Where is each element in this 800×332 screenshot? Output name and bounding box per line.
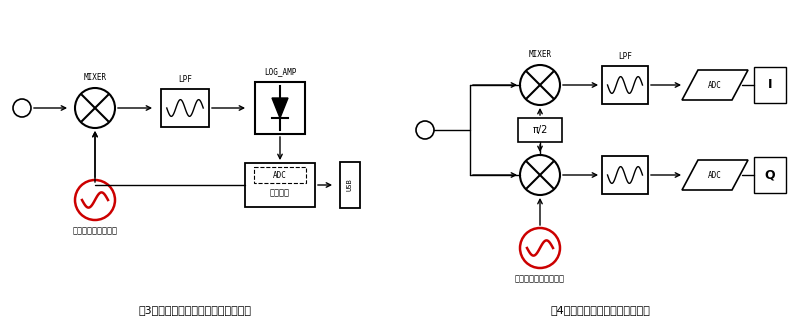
Bar [518, 118, 562, 142]
Text: 広帯域シンセサイザ: 広帯域シンセサイザ [73, 226, 118, 235]
Text: LOG_AMP: LOG_AMP [264, 67, 296, 76]
Polygon shape [682, 70, 748, 100]
Bar [255, 82, 305, 134]
Text: ADC: ADC [273, 171, 287, 180]
Bar [602, 156, 648, 194]
Text: USB: USB [347, 179, 353, 191]
Bar [754, 157, 786, 193]
Text: Q: Q [765, 169, 775, 182]
Text: LPF: LPF [618, 52, 632, 61]
Text: 図3　簡易　スペクトラムアナライザ: 図3 簡易 スペクトラムアナライザ [138, 305, 251, 315]
Text: マイコン: マイコン [270, 189, 290, 198]
Text: MIXER: MIXER [83, 73, 106, 82]
Text: π/2: π/2 [532, 125, 548, 135]
Text: I: I [768, 78, 772, 92]
Bar [340, 162, 360, 208]
Polygon shape [272, 98, 288, 118]
Bar [602, 66, 648, 104]
Polygon shape [682, 160, 748, 190]
Bar [754, 67, 786, 103]
Text: ADC: ADC [708, 171, 722, 180]
Bar [254, 167, 306, 183]
Text: 広帯域シンセサイザー: 広帯域シンセサイザー [515, 274, 565, 283]
Bar [245, 163, 315, 207]
Text: LPF: LPF [178, 75, 192, 84]
Text: 図4　ダイレクトコンバージョン: 図4 ダイレクトコンバージョン [550, 305, 650, 315]
Bar [161, 89, 209, 127]
Text: ADC: ADC [708, 80, 722, 90]
Text: MIXER: MIXER [529, 50, 551, 59]
